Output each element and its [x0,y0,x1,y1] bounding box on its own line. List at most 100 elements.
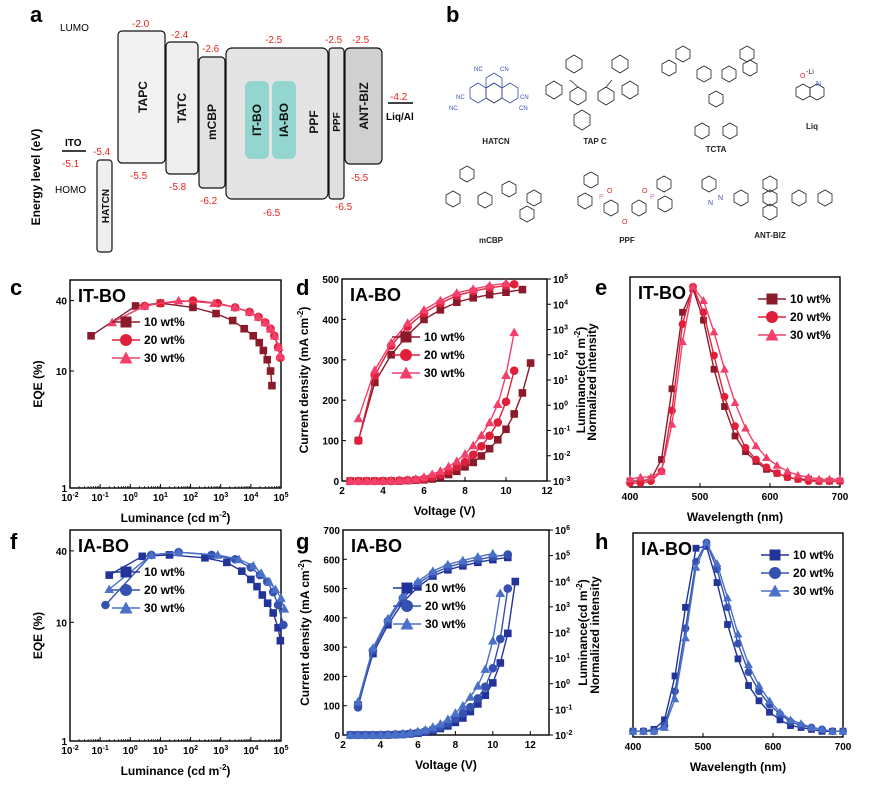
data-point [419,305,429,314]
data-point [828,726,837,735]
y-tick-label: 200 [323,672,340,683]
molecule-tapc [545,54,639,131]
data-point [775,707,785,716]
data-point [473,551,483,561]
data-point [741,443,750,452]
data-point [260,317,271,327]
legend-label: 10 wt% [424,330,465,344]
data-point [138,552,147,561]
data-point [742,448,749,456]
y-tick-label: 1 [61,737,67,748]
data-point [488,635,498,645]
homo-label: HOMO [55,185,86,196]
chart-f-ia-bo-eqe: 10-2 10-1 100 101 102 103 104 105 1 10 40 Luminance… [31,529,290,778]
data-point [458,700,468,710]
data-point [139,301,150,310]
layer-ppf-etl [328,47,345,200]
data-point [256,568,266,577]
data-point [503,584,513,593]
layer-tapc-lumo: -2.0 [132,19,150,30]
series-line [357,552,493,702]
layer-tatc [165,41,199,175]
data-point [263,355,272,364]
plot-frame [69,529,282,742]
data-point [671,687,679,696]
data-point [804,472,813,481]
data-point [443,461,454,471]
data-point [131,302,140,310]
data-point [420,724,431,734]
x-axis-label: Voltage (V) [414,504,476,518]
data-point [817,724,827,733]
data-point [368,643,378,652]
data-point [275,350,286,360]
y-tick-label: 300 [323,643,340,654]
molecule-tcta-label: TCTA [706,145,727,154]
legend-marker [400,331,412,343]
plot-title: IA-BO [641,539,692,559]
data-point [668,385,676,393]
legend-marker [120,566,132,578]
data-point [688,282,698,291]
x-tick-label: 400 [625,742,642,753]
molecule-tcta [661,45,758,140]
data-point [460,457,470,467]
chart-e-it-bo-el-spectra: 400 500 600 700 Wavelength (nm) Normalized in… [585,276,849,524]
data-point [173,547,184,557]
svg-text:N: N [718,195,723,202]
data-point [269,331,280,340]
data-point [510,410,518,418]
emitter-it-bo-label: IT-BO [250,104,264,136]
y-tick-label: 100 [323,702,340,713]
data-point [212,550,223,559]
layer-tapc-homo: -5.5 [130,171,148,182]
legend-label: 20 wt% [425,599,466,613]
data-point [466,707,475,716]
layer-ppf-etl-homo: -6.5 [335,202,353,213]
y2-tick-label: 106 [555,525,570,537]
plot-frame [629,276,841,488]
data-point [838,726,848,735]
data-point [270,584,281,594]
svg-text:CN: CN [519,106,528,112]
data-point [518,285,527,294]
molecule-ant-biz: N N [701,175,833,221]
data-point [228,316,237,325]
x-tick-label: 600 [762,492,779,503]
data-point [745,682,752,689]
y-axis-label: Current density (mA cm-2) [296,307,311,454]
layer-tatc-homo: -5.8 [169,182,187,193]
legend-marker [119,351,133,364]
data-point [501,370,511,379]
y-tick-label: 100 [322,437,339,448]
legend-marker [120,334,132,346]
y-tick-label: 400 [323,614,340,625]
data-point [692,544,700,552]
data-point [488,548,498,558]
data-point [279,604,290,613]
data-point [773,469,781,478]
legend-marker [766,311,778,323]
data-point [681,624,690,633]
legend-label: 30 wt% [424,366,465,380]
data-point [691,562,701,571]
data-point [474,700,482,708]
data-point [212,309,220,318]
data-point [762,463,771,472]
data-point [484,280,495,290]
data-point [259,346,268,355]
x-axis-label: Luminance (cd m-2) [121,510,231,525]
y2-tick-label: 101 [555,653,570,665]
data-point [671,672,679,680]
panel-label-b: b [446,2,459,27]
layer-ppf-host-homo: -6.5 [263,208,281,219]
data-point [731,432,739,440]
x-tick-label: 10-2 [61,492,78,504]
x-tick-label: 10-1 [91,745,108,757]
data-point [461,463,469,471]
panel-label-h: h [595,529,608,554]
svg-text:O: O [622,219,628,226]
data-point [702,538,711,546]
data-point [628,726,638,735]
data-point [636,472,645,481]
